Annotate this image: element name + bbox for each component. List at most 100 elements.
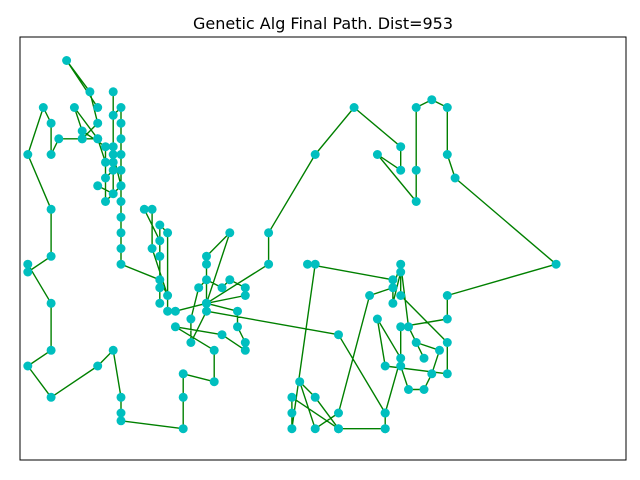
city-point <box>46 150 56 159</box>
city-point <box>163 306 173 316</box>
city-point <box>450 173 460 183</box>
city-point <box>388 275 398 285</box>
city-point <box>240 338 250 347</box>
city-point <box>310 424 320 434</box>
city-point <box>202 298 211 308</box>
city-point <box>225 275 235 285</box>
city-point <box>295 377 305 387</box>
city-point <box>116 408 126 418</box>
city-point <box>404 385 413 394</box>
city-point <box>108 165 118 175</box>
chart-title: Genetic Alg Final Path. Dist=953 <box>193 14 453 33</box>
city-point <box>233 306 242 316</box>
city-point <box>46 204 56 214</box>
city-point <box>411 103 421 112</box>
city-point <box>310 392 320 402</box>
city-point <box>163 291 173 300</box>
city-point <box>217 283 227 293</box>
city-point <box>442 291 452 300</box>
city-point <box>77 126 87 136</box>
city-point <box>85 87 95 97</box>
city-point <box>155 251 165 261</box>
city-point <box>233 322 242 332</box>
city-point <box>365 291 375 300</box>
plot-area <box>23 56 561 434</box>
city-point <box>46 345 56 355</box>
city-point <box>264 228 274 238</box>
city-point <box>108 157 118 167</box>
city-point <box>396 291 406 300</box>
city-point <box>108 142 118 152</box>
city-point <box>116 103 126 112</box>
city-point <box>380 408 390 418</box>
city-point <box>155 236 165 246</box>
city-point <box>93 181 103 191</box>
city-point <box>108 87 118 97</box>
city-point <box>23 150 33 159</box>
city-point <box>427 369 437 379</box>
city-point <box>186 314 196 324</box>
city-point <box>93 118 103 128</box>
city-point <box>186 338 196 347</box>
city-point <box>396 142 406 152</box>
city-point <box>46 251 56 261</box>
city-point <box>178 424 188 434</box>
city-point <box>23 259 33 269</box>
city-point <box>170 322 180 332</box>
city-point <box>163 228 173 238</box>
city-point <box>202 251 211 261</box>
city-point <box>240 345 250 355</box>
city-point <box>225 228 235 238</box>
city-point <box>442 150 452 159</box>
city-point <box>209 345 219 355</box>
city-point <box>419 353 429 363</box>
city-point <box>287 408 297 418</box>
city-point <box>372 150 382 159</box>
city-point <box>38 103 48 112</box>
city-point <box>170 306 180 316</box>
city-point <box>419 385 429 394</box>
city-point <box>116 118 126 128</box>
city-point <box>202 306 211 316</box>
city-point <box>217 330 227 340</box>
city-point <box>411 338 421 347</box>
city-point <box>108 345 118 355</box>
city-point <box>147 244 157 253</box>
city-point <box>380 424 390 434</box>
city-point <box>116 212 126 222</box>
city-point <box>310 259 320 269</box>
city-point <box>442 103 452 112</box>
city-point <box>396 165 406 175</box>
city-point <box>202 275 211 285</box>
city-point <box>93 103 103 112</box>
city-point <box>116 150 126 159</box>
city-point <box>69 103 79 112</box>
city-point <box>334 424 343 434</box>
city-point <box>101 197 110 206</box>
city-point <box>202 259 211 269</box>
city-point <box>155 283 165 293</box>
city-point <box>139 204 149 214</box>
city-point <box>303 259 312 269</box>
city-point <box>388 283 398 293</box>
city-point <box>77 134 87 144</box>
city-point <box>411 165 421 175</box>
city-point <box>435 345 444 355</box>
city-point <box>147 204 157 214</box>
city-point <box>264 259 274 269</box>
city-point <box>287 424 297 434</box>
city-point <box>93 134 103 144</box>
city-point <box>427 95 437 105</box>
city-point <box>334 408 343 418</box>
plot-frame <box>19 36 627 461</box>
city-point <box>46 118 56 128</box>
city-point <box>155 298 165 308</box>
city-point <box>287 392 297 402</box>
city-point <box>178 369 188 379</box>
city-point <box>108 189 118 199</box>
city-point <box>551 259 561 269</box>
city-point <box>108 150 118 159</box>
city-point <box>388 298 398 308</box>
city-point <box>372 314 382 324</box>
